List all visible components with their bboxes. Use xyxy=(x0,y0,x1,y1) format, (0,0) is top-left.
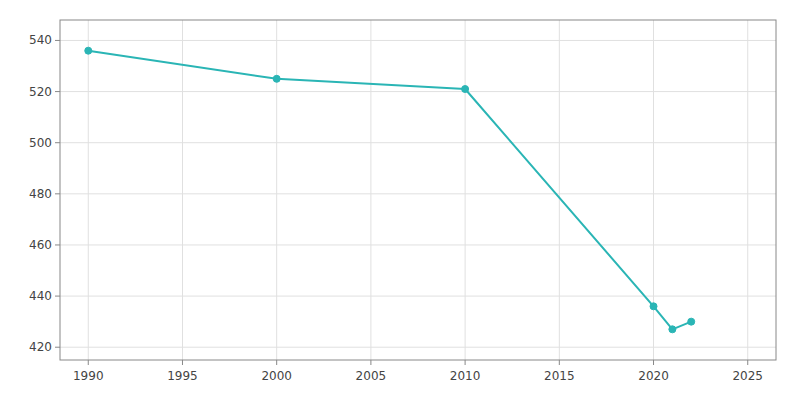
tick-x xyxy=(88,360,89,365)
tick-label-y: 540 xyxy=(29,33,52,47)
chart-container: 420 440 460 480 500 520 540 1990 1995 2000 2005 201… xyxy=(0,0,800,400)
grid-line-x xyxy=(747,20,748,360)
grid-line-x xyxy=(182,20,183,360)
grid-line-y xyxy=(60,347,776,348)
grid-line-y xyxy=(60,91,776,92)
tick-y xyxy=(55,296,60,297)
grid-line-y xyxy=(60,296,776,297)
grid-line-x xyxy=(276,20,277,360)
marker xyxy=(462,86,469,93)
tick-x xyxy=(182,360,183,365)
chart-svg: 420 440 460 480 500 520 540 1990 1995 2000 2005 201… xyxy=(0,0,800,400)
tick-label-x: 2005 xyxy=(356,369,387,383)
tick-y xyxy=(55,244,60,245)
tick-x xyxy=(747,360,748,365)
tick-label-y: 460 xyxy=(29,238,52,252)
series xyxy=(85,47,695,333)
tick-label-x: 1995 xyxy=(167,369,198,383)
tick-label-y: 420 xyxy=(29,340,52,354)
grid-line-y xyxy=(60,40,776,41)
grid-line-y xyxy=(60,193,776,194)
tick-x xyxy=(370,360,371,365)
tick-label-x: 2010 xyxy=(450,369,481,383)
tick-label-y: 500 xyxy=(29,136,52,150)
tick-label-x: 2020 xyxy=(638,369,669,383)
tick-y xyxy=(55,91,60,92)
tick-label-x: 2025 xyxy=(732,369,763,383)
grid-line-x xyxy=(370,20,371,360)
axes: 420 440 460 480 500 520 540 1990 1995 2000 2005 201… xyxy=(29,20,776,383)
tick-x xyxy=(276,360,277,365)
tick-label-x: 1990 xyxy=(73,369,104,383)
plot-frame xyxy=(60,20,776,360)
tick-label-x: 2015 xyxy=(544,369,575,383)
tick-y xyxy=(55,193,60,194)
tick-label-y: 440 xyxy=(29,289,52,303)
tick-y xyxy=(55,40,60,41)
tick-label-y: 520 xyxy=(29,85,52,99)
marker xyxy=(669,326,676,333)
marker xyxy=(688,318,695,325)
tick-y xyxy=(55,347,60,348)
grid-line-y xyxy=(60,244,776,245)
grid-line-y xyxy=(60,142,776,143)
tick-label-x: 2000 xyxy=(261,369,292,383)
grid-line-x xyxy=(465,20,466,360)
grid xyxy=(60,20,776,360)
tick-x xyxy=(559,360,560,365)
line xyxy=(88,51,691,330)
tick-label-y: 480 xyxy=(29,187,52,201)
grid-line-x xyxy=(88,20,89,360)
tick-y xyxy=(55,142,60,143)
grid-line-x xyxy=(559,20,560,360)
marker xyxy=(273,75,280,82)
marker xyxy=(85,47,92,54)
tick-x xyxy=(465,360,466,365)
marker xyxy=(650,303,657,310)
tick-x xyxy=(653,360,654,365)
